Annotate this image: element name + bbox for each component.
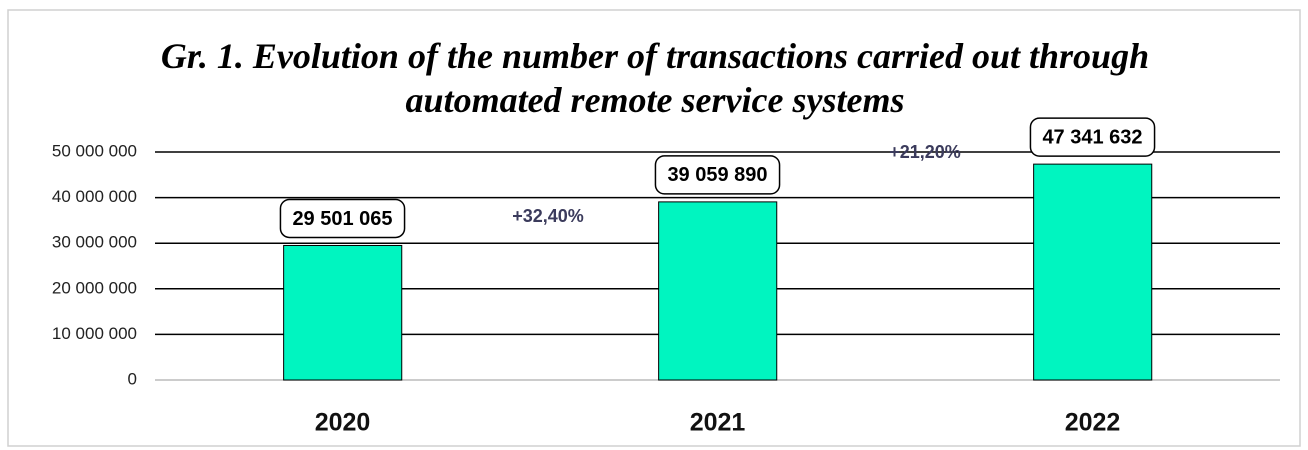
y-tick-label: 20 000 000 <box>52 278 137 297</box>
y-tick-label: 0 <box>128 369 137 388</box>
data-label: 39 059 890 <box>667 164 767 186</box>
y-tick-label: 30 000 000 <box>52 233 137 252</box>
bar <box>658 201 778 381</box>
data-label: 47 341 632 <box>1042 126 1142 148</box>
bar <box>1033 163 1153 381</box>
annotation: +32,40% <box>512 206 584 226</box>
x-tick-label: 2022 <box>1065 409 1121 437</box>
y-tick-label: 50 000 000 <box>52 141 137 160</box>
data-label-box <box>1029 117 1156 157</box>
x-tick-label: 2021 <box>690 409 746 437</box>
bar <box>283 244 403 381</box>
y-tick-label: 40 000 000 <box>52 187 137 206</box>
chart-title: Gr. 1. Evolution of the number of transa… <box>160 36 1150 120</box>
y-tick-label: 10 000 000 <box>52 324 137 343</box>
x-tick-label: 2020 <box>315 409 371 437</box>
data-label-box <box>279 198 406 239</box>
data-label-box <box>654 155 781 195</box>
annotation: +21,20% <box>889 142 961 162</box>
data-label: 29 501 065 <box>292 208 392 230</box>
frame <box>7 9 1301 447</box>
